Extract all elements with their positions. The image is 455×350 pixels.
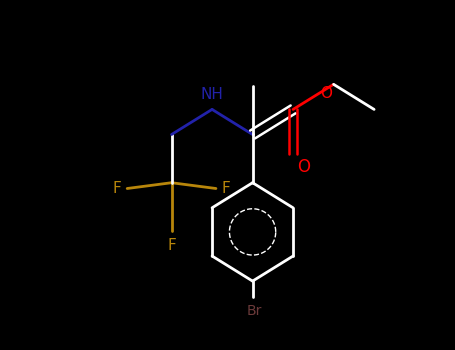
Text: F: F — [222, 181, 231, 196]
Text: O: O — [297, 158, 310, 176]
Text: F: F — [167, 238, 176, 253]
Text: NH: NH — [201, 88, 223, 103]
Text: F: F — [113, 181, 121, 196]
Text: O: O — [320, 86, 332, 101]
Text: Br: Br — [247, 304, 262, 318]
